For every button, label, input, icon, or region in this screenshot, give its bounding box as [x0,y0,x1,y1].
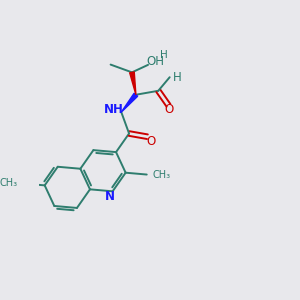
Text: OH: OH [146,55,164,68]
Polygon shape [121,93,138,112]
Text: H: H [160,50,167,60]
Text: CH₃: CH₃ [0,178,18,188]
Text: N: N [104,190,115,203]
Text: O: O [165,103,174,116]
Text: CH₃: CH₃ [152,170,170,180]
Text: NH: NH [104,103,124,116]
Text: H: H [172,71,181,84]
Text: O: O [146,135,155,148]
Polygon shape [130,72,136,95]
